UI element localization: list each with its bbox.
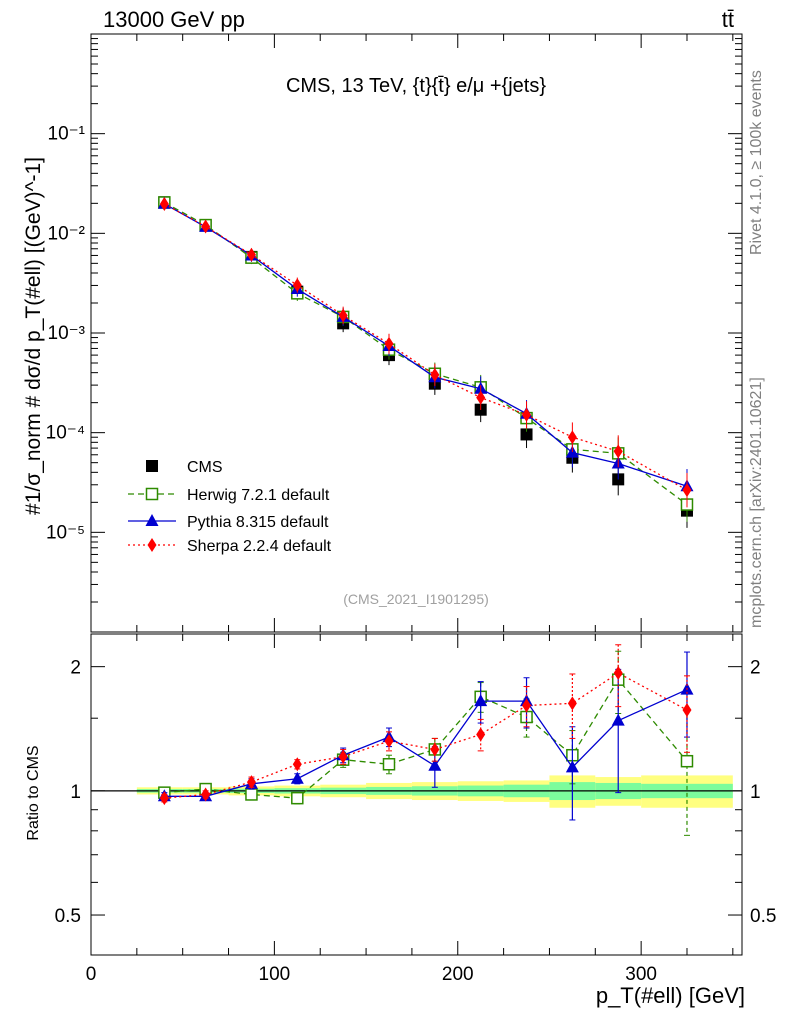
data-point bbox=[159, 196, 169, 211]
mcplots-label: mcplots.cern.ch [arXiv:2401.10621] bbox=[748, 377, 765, 628]
series-0 bbox=[158, 196, 693, 528]
process-label: tt̄ bbox=[722, 7, 734, 32]
ratio-point bbox=[292, 757, 302, 772]
x-axis-label: p_T(#ell) [GeV] bbox=[596, 983, 745, 1008]
ratio-point bbox=[291, 791, 304, 805]
rivet-label: Rivet 4.1.0, ≥ 100k events bbox=[748, 70, 765, 255]
legend-marker bbox=[147, 538, 157, 552]
ratio-y-tick-label-right: 1 bbox=[750, 782, 761, 803]
series-1 bbox=[158, 196, 694, 522]
ratio-point bbox=[201, 787, 211, 802]
ratio-point bbox=[246, 775, 256, 790]
ratio-point bbox=[682, 703, 692, 718]
svg-text:#1/σ_norm # dσ/d p_T(#ell) [(G: #1/σ_norm # dσ/d p_T(#ell) [(GeV)^-1] bbox=[22, 157, 45, 515]
ratio-line bbox=[164, 688, 688, 797]
data-point bbox=[682, 483, 692, 498]
ratio-line bbox=[164, 672, 688, 799]
ratio-point bbox=[611, 713, 625, 726]
data-point bbox=[520, 428, 533, 441]
ratio-line bbox=[164, 678, 688, 799]
legend-label: Pythia 8.315 default bbox=[187, 514, 329, 531]
legend-entry: Sherpa 2.2.4 default bbox=[128, 538, 332, 555]
x-tick-label: 0 bbox=[86, 964, 97, 985]
plot-title: CMS, 13 TeV, {t}{t̄} e/μ +{jets} bbox=[286, 75, 546, 97]
ratio-point bbox=[428, 758, 442, 771]
svg-text:Ratio to CMS: Ratio to CMS bbox=[25, 745, 42, 840]
main-y-tick-label: 10⁻⁴ bbox=[46, 423, 85, 444]
data-point bbox=[384, 336, 394, 351]
ratio-series-0 bbox=[158, 650, 694, 836]
series-line bbox=[164, 203, 688, 491]
data-point bbox=[476, 390, 486, 405]
ratio-point bbox=[565, 760, 579, 773]
data-point bbox=[338, 308, 348, 323]
main-y-axis-label: #1/σ_norm # dσ/d p_T(#ell) [(GeV)^-1] bbox=[22, 157, 45, 515]
legend-label: Herwig 7.2.1 default bbox=[187, 487, 330, 504]
data-point bbox=[613, 444, 623, 459]
ratio-y-tick-label-right: 2 bbox=[750, 658, 761, 679]
data-point bbox=[522, 407, 532, 422]
ratio-point bbox=[613, 666, 623, 681]
ratio-y-tick-label: 1 bbox=[70, 782, 81, 803]
x-tick-label: 300 bbox=[625, 964, 657, 985]
ratio-y-tick-label-right: 0.5 bbox=[750, 906, 776, 927]
ratio-point bbox=[680, 754, 694, 768]
data-point bbox=[201, 219, 211, 234]
data-point bbox=[567, 430, 577, 445]
ratio-point bbox=[522, 698, 532, 713]
ratio-point bbox=[245, 788, 258, 801]
analysis-id: (CMS_2021_I1901295) bbox=[343, 591, 489, 607]
x-tick-label: 100 bbox=[259, 964, 291, 985]
ratio-point bbox=[384, 734, 394, 749]
ratio-plot-frame bbox=[90, 633, 743, 956]
ratio-point bbox=[338, 749, 348, 764]
x-tick-label: 200 bbox=[442, 964, 474, 985]
ratio-point bbox=[474, 694, 488, 707]
legend-label: Sherpa 2.2.4 default bbox=[187, 538, 332, 555]
legend-label: CMS bbox=[187, 459, 223, 476]
ratio-y-axis-label: Ratio to CMS bbox=[25, 745, 42, 840]
ratio-y-tick-label: 2 bbox=[70, 658, 81, 679]
ratio-point bbox=[476, 727, 486, 742]
legend-entry: Herwig 7.2.1 default bbox=[128, 487, 330, 504]
legend-entry: Pythia 8.315 default bbox=[128, 514, 329, 531]
ratio-point bbox=[382, 758, 396, 771]
legend-marker bbox=[145, 514, 159, 526]
series-line bbox=[164, 203, 688, 487]
beam-label: 13000 GeV pp bbox=[103, 7, 245, 32]
data-point bbox=[292, 278, 302, 293]
ratio-point bbox=[290, 771, 304, 784]
ratio-series-2 bbox=[159, 644, 692, 806]
ratio-point bbox=[430, 742, 440, 757]
main-y-tick-label: 10⁻¹ bbox=[48, 124, 86, 145]
legend-entry: CMS bbox=[146, 459, 223, 476]
ratio-y-tick-label: 0.5 bbox=[55, 906, 81, 927]
ratio-point bbox=[567, 696, 577, 711]
legend-marker bbox=[146, 460, 158, 472]
main-y-tick-label: 10⁻³ bbox=[48, 323, 86, 344]
main-y-tick-label: 10⁻⁵ bbox=[46, 522, 85, 543]
legend-marker bbox=[145, 487, 159, 501]
data-point bbox=[430, 367, 440, 382]
main-y-tick-label: 10⁻² bbox=[48, 223, 86, 244]
data-point bbox=[246, 247, 256, 262]
series-line bbox=[164, 201, 688, 506]
series-3 bbox=[159, 196, 692, 508]
ratio-point bbox=[159, 791, 169, 806]
